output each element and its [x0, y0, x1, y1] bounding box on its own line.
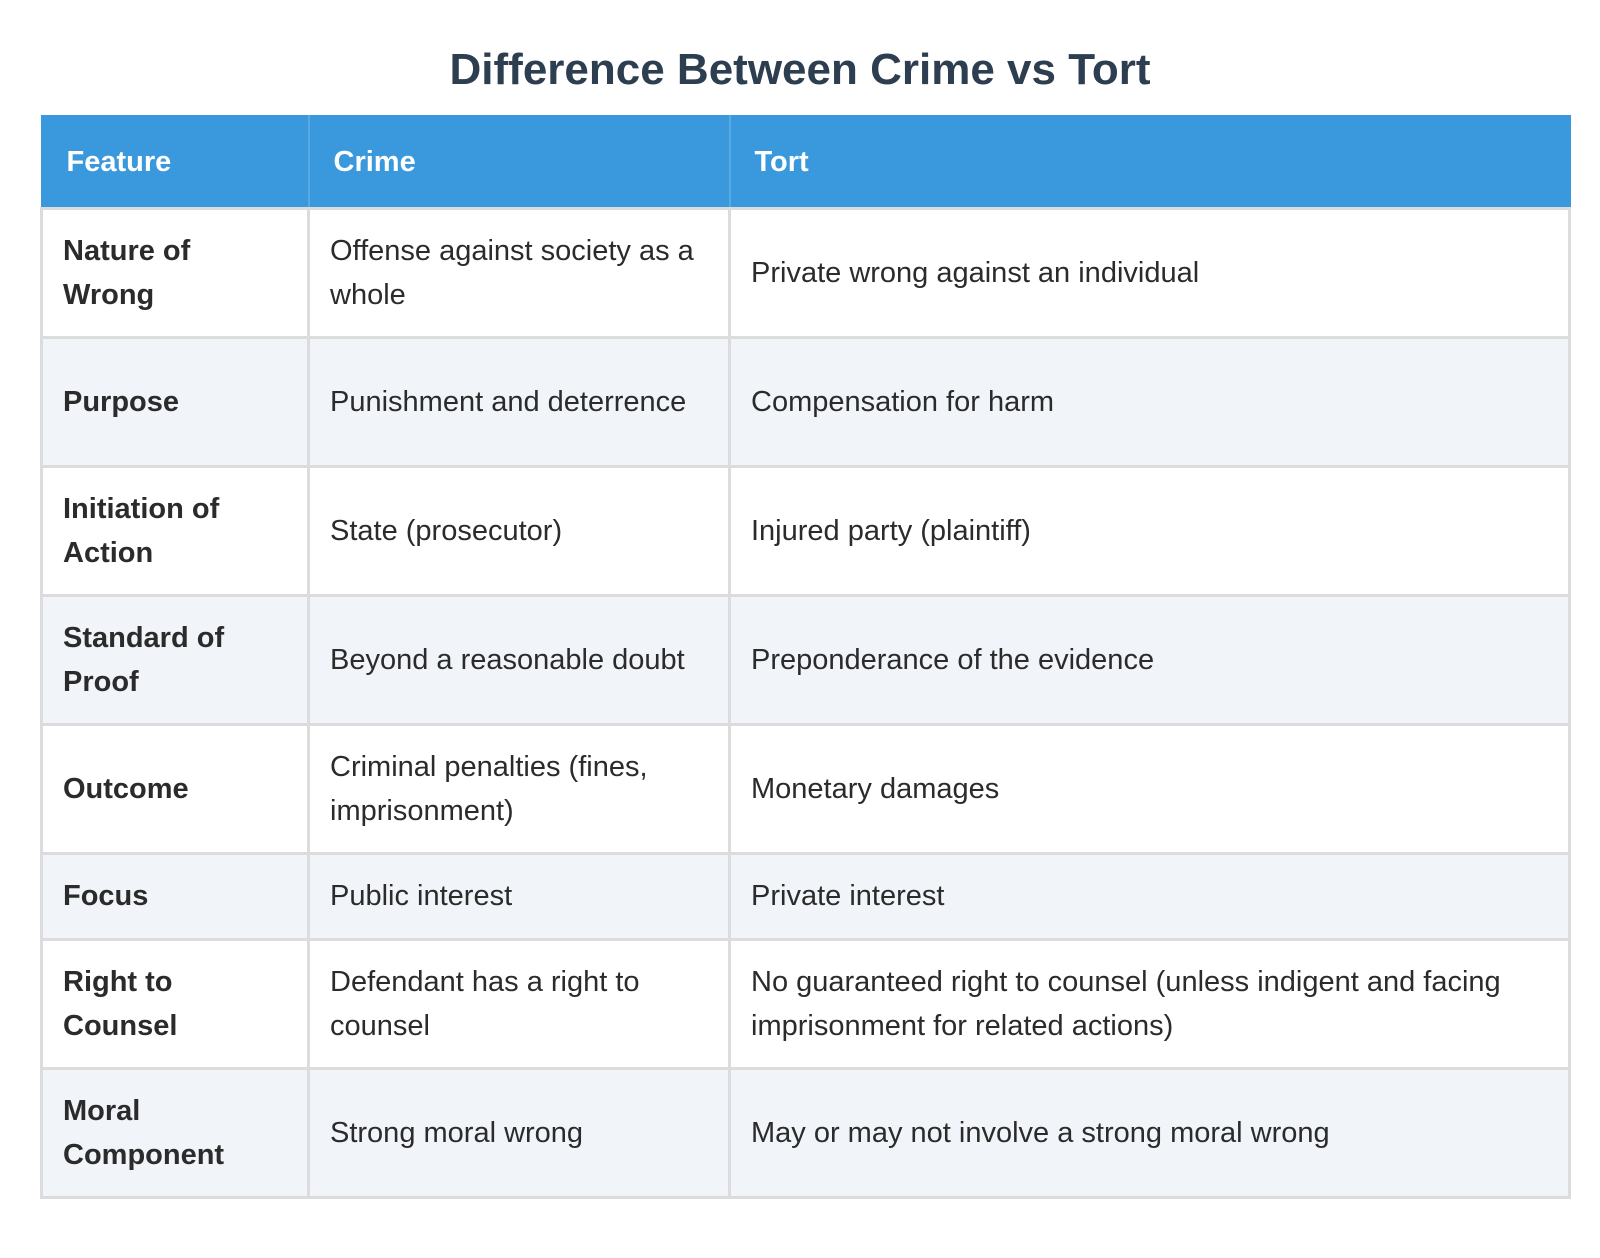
table-row: Initiation of Action State (prosecutor) …	[40, 464, 1571, 597]
crime-cell: State (prosecutor)	[307, 464, 731, 597]
tort-cell: Private interest	[728, 851, 1571, 941]
crime-cell: Public interest	[307, 851, 731, 941]
header-row: Feature Crime Tort	[40, 115, 1571, 209]
tort-cell: Monetary damages	[728, 722, 1571, 855]
column-header-tort: Tort	[728, 115, 1571, 209]
crime-cell: Offense against society as a whole	[307, 206, 731, 339]
crime-cell: Punishment and deterrence	[307, 335, 731, 468]
tort-cell: Preponderance of the evidence	[728, 593, 1571, 726]
table-row: Purpose Punishment and deterrence Compen…	[40, 335, 1571, 468]
crime-cell: Beyond a reasonable doubt	[307, 593, 731, 726]
feature-cell: Moral Component	[40, 1066, 310, 1199]
table-row: Focus Public interest Private interest	[40, 851, 1571, 941]
feature-cell: Focus	[40, 851, 310, 941]
feature-cell: Right to Counsel	[40, 937, 310, 1070]
feature-cell: Nature of Wrong	[40, 206, 310, 339]
crime-cell: Strong moral wrong	[307, 1066, 731, 1199]
table-body: Nature of Wrong Offense against society …	[40, 206, 1571, 1199]
feature-cell: Purpose	[40, 335, 310, 468]
column-header-feature: Feature	[40, 115, 310, 209]
feature-cell: Outcome	[40, 722, 310, 855]
table-header: Feature Crime Tort	[40, 115, 1571, 209]
table-row: Right to Counsel Defendant has a right t…	[40, 937, 1571, 1070]
table-row: Outcome Criminal penalties (fines, impri…	[40, 722, 1571, 855]
crime-cell: Defendant has a right to counsel	[307, 937, 731, 1070]
table-row: Standard of Proof Beyond a reasonable do…	[40, 593, 1571, 726]
comparison-table: Feature Crime Tort Nature of Wrong Offen…	[40, 115, 1571, 1199]
crime-cell: Criminal penalties (fines, imprisonment)	[307, 722, 731, 855]
tort-cell: Compensation for harm	[728, 335, 1571, 468]
page-title: Difference Between Crime vs Tort	[449, 45, 1151, 94]
tort-cell: No guaranteed right to counsel (unless i…	[728, 937, 1571, 1070]
table-row: Nature of Wrong Offense against society …	[40, 206, 1571, 339]
feature-cell: Standard of Proof	[40, 593, 310, 726]
column-header-crime: Crime	[307, 115, 731, 209]
tort-cell: Injured party (plaintiff)	[728, 464, 1571, 597]
feature-cell: Initiation of Action	[40, 464, 310, 597]
tort-cell: May or may not involve a strong moral wr…	[728, 1066, 1571, 1199]
table-row: Moral Component Strong moral wrong May o…	[40, 1066, 1571, 1199]
tort-cell: Private wrong against an individual	[728, 206, 1571, 339]
